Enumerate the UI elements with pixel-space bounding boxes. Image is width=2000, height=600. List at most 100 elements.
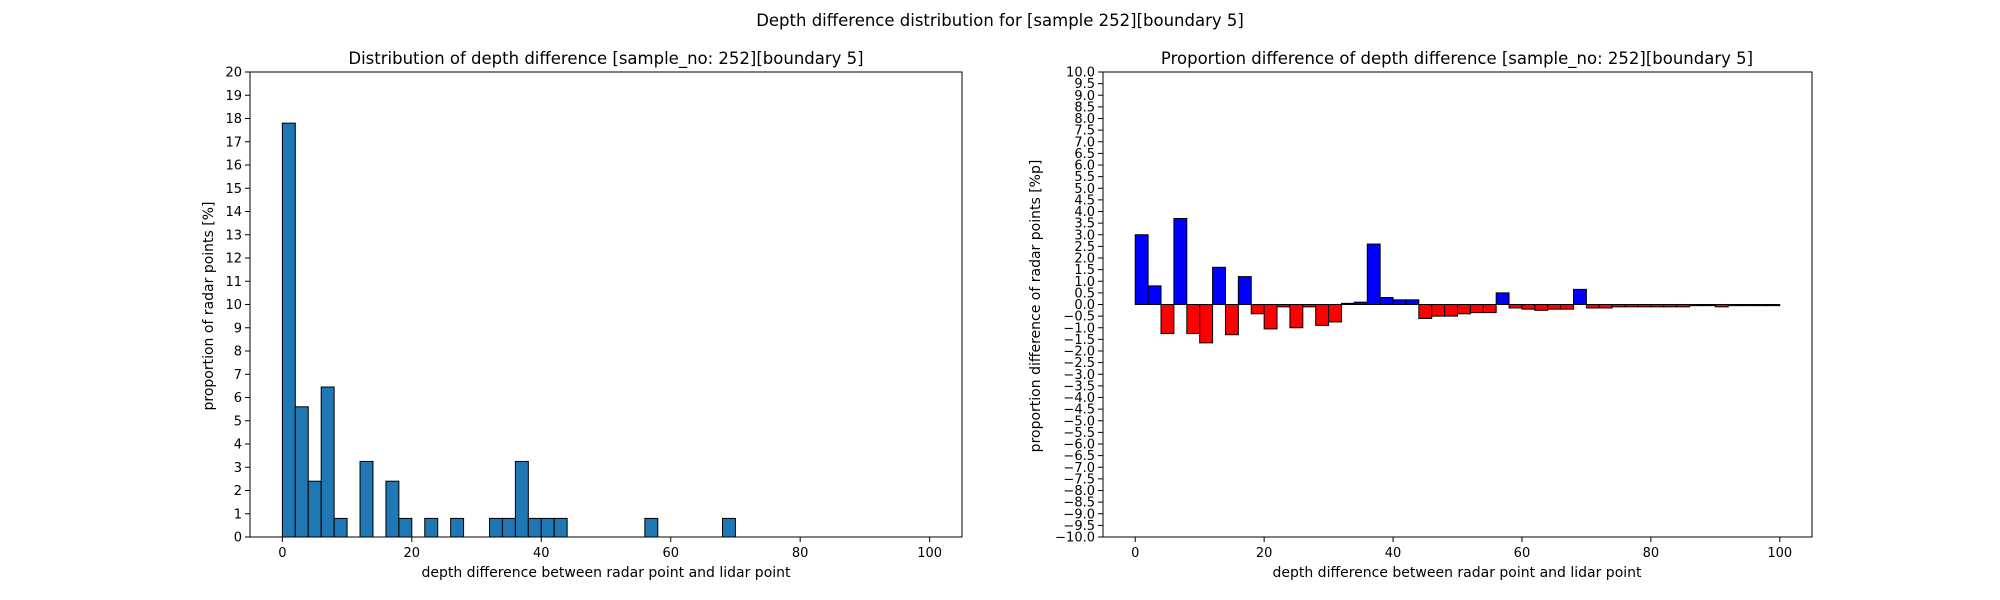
y-tick-label: 0: [234, 531, 242, 546]
bar: [1598, 304, 1613, 309]
bar: [281, 122, 296, 538]
figure-title: Depth difference distribution for [sampl…: [756, 11, 1244, 30]
y-tick-label: 11: [225, 275, 242, 290]
bar: [1457, 304, 1471, 315]
bar-group: [1134, 217, 1781, 344]
y-tick-label: −1.0: [1063, 321, 1095, 336]
y-tick-label: −1.5: [1063, 333, 1095, 348]
bar: [501, 517, 516, 538]
y-tick-label: 14: [225, 205, 242, 220]
bar: [1508, 304, 1523, 309]
bar: [398, 517, 413, 538]
y-tick-label: 9.5: [1074, 77, 1095, 92]
bar: [644, 517, 659, 538]
bar: [333, 517, 348, 538]
bar: [1431, 304, 1446, 317]
plot-frame: [249, 71, 963, 538]
y-tick-label: 5.5: [1074, 170, 1095, 185]
y-tick-label: 2.5: [1074, 240, 1095, 255]
y-tick-label: −5.0: [1063, 414, 1095, 429]
y-tick-label: 13: [225, 228, 242, 243]
bar: [424, 517, 439, 538]
y-tick-label: 15: [225, 182, 242, 197]
bar: [488, 517, 503, 538]
chart-title: Distribution of depth difference [sample…: [348, 49, 863, 69]
bar: [1573, 288, 1587, 306]
bar: [1392, 299, 1407, 306]
bar: [1521, 304, 1536, 310]
x-tick-label: 20: [404, 546, 421, 561]
y-tick-label: 1.0: [1074, 275, 1095, 290]
y-tick-label: 8.0: [1074, 112, 1095, 127]
bar: [1418, 304, 1433, 319]
y-tick-label: −5.5: [1063, 426, 1095, 441]
bar: [1379, 297, 1394, 305]
y-tick-label: 2: [234, 484, 242, 499]
y-tick-label: −7.5: [1063, 472, 1095, 487]
y-tick-label: 5: [234, 414, 242, 429]
bar: [553, 517, 568, 538]
bar: [1315, 304, 1330, 326]
x-tick-label: 60: [1514, 546, 1531, 561]
y-tick-label: −4.5: [1063, 403, 1095, 418]
y-tick-label: 6.0: [1074, 159, 1095, 174]
bar: [307, 480, 322, 538]
bar: [1366, 243, 1381, 306]
x-tick-label: 0: [1131, 546, 1139, 561]
y-tick-label: −9.5: [1063, 519, 1095, 534]
y-tick-label: −3.5: [1063, 379, 1095, 394]
bar: [1405, 299, 1420, 306]
y-tick-label: −4.0: [1063, 391, 1095, 406]
x-axis-label: depth difference between radar point and…: [1272, 565, 1642, 581]
y-tick-label: −9.0: [1063, 507, 1095, 522]
y-tick-label: 1: [234, 507, 242, 522]
bar: [1199, 304, 1214, 344]
difference-chart: Proportion difference of depth differenc…: [1028, 49, 1813, 581]
y-tick-label: 7.5: [1074, 124, 1095, 139]
bar: [450, 517, 465, 538]
x-axis-ticks: 0 20 40 60 80 100: [278, 537, 942, 561]
y-tick-label: 3.5: [1074, 217, 1095, 232]
y-tick-label: 16: [225, 159, 242, 174]
y-tick-label: 2.0: [1074, 252, 1095, 267]
bar: [1547, 304, 1562, 310]
y-tick-label: 8.5: [1074, 100, 1095, 115]
y-tick-label: 4.0: [1074, 205, 1095, 220]
x-tick-label: 80: [792, 546, 809, 561]
bar: [1212, 266, 1226, 305]
y-tick-label: 1.5: [1074, 263, 1095, 278]
bar: [1224, 304, 1239, 336]
y-axis-label: proportion of radar points [%]: [201, 201, 217, 410]
bar: [1173, 217, 1188, 306]
y-tick-label: −8.0: [1063, 484, 1095, 499]
bar: [1534, 304, 1549, 311]
x-tick-label: 40: [1385, 546, 1402, 561]
y-axis-ticks: −10.0−9.5−9.0−8.5−8.0−7.5−7.0−6.5−6.0−5.…: [1055, 66, 1103, 546]
y-tick-label: −7.0: [1063, 461, 1095, 476]
plot-frame: [1102, 71, 1813, 538]
y-tick-label: 9: [234, 321, 242, 336]
y-tick-label: 19: [225, 89, 242, 104]
x-axis-ticks: 0 20 40 60 80 100: [1131, 537, 1792, 561]
y-tick-label: −2.0: [1063, 345, 1095, 360]
x-tick-label: 60: [662, 546, 679, 561]
y-tick-label: 0.0: [1074, 298, 1095, 313]
bar: [1444, 304, 1459, 317]
bar: [1560, 304, 1575, 310]
bar: [1289, 304, 1304, 329]
bar: [385, 480, 400, 538]
bar: [1250, 304, 1265, 315]
y-tick-label: 18: [225, 112, 242, 127]
y-tick-label: 9.0: [1074, 89, 1095, 104]
bar: [1495, 292, 1510, 305]
bar: [1186, 304, 1201, 335]
bar: [540, 517, 555, 538]
y-tick-label: −6.0: [1063, 438, 1095, 453]
bar: [527, 517, 542, 538]
y-tick-label: 5.0: [1074, 182, 1095, 197]
y-tick-label: 10.0: [1066, 66, 1095, 81]
y-tick-label: 6.5: [1074, 147, 1095, 162]
bar: [1263, 304, 1278, 330]
